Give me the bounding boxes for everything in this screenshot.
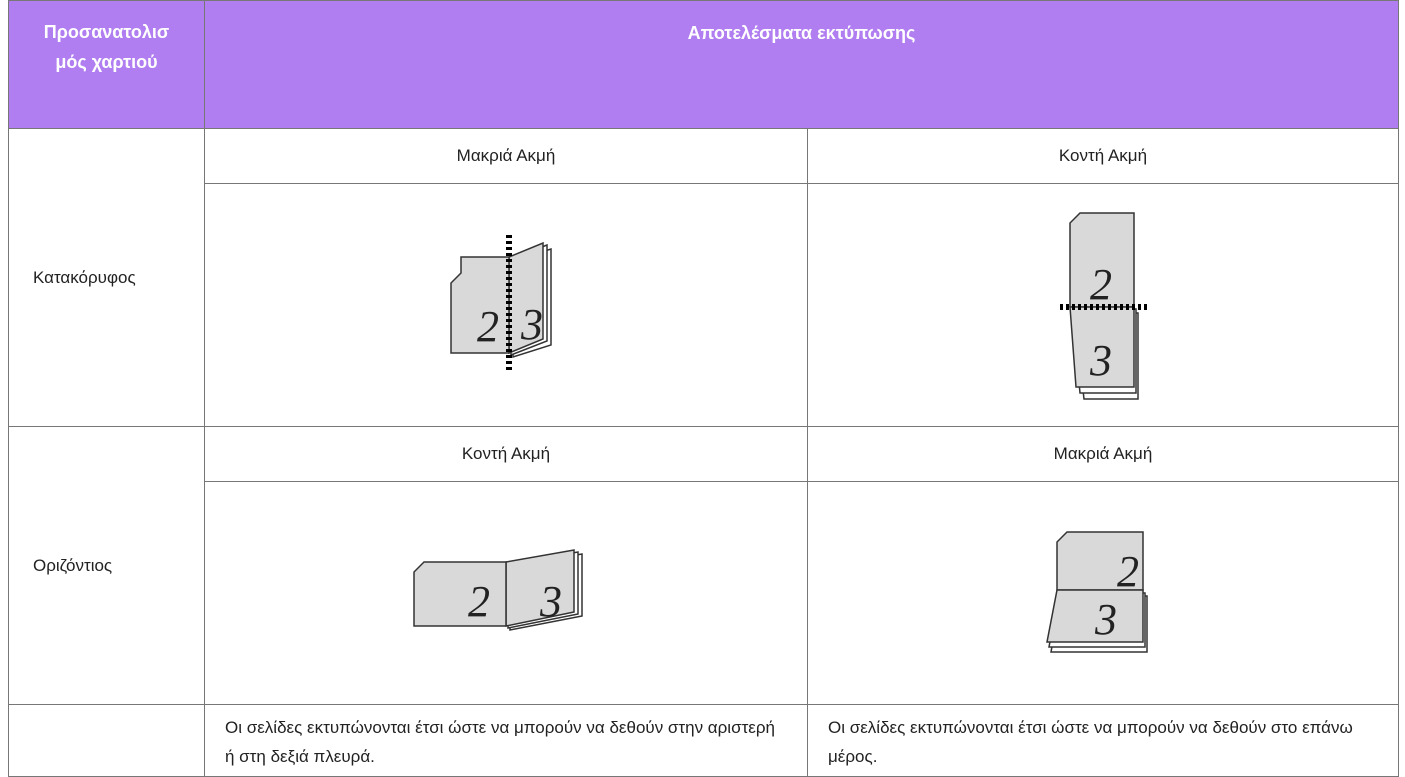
page-number: 2 [477,302,499,351]
illustration: 2 3 [1046,530,1148,653]
binding-table: Προσανατολισμός χαρτιού Αποτελέσματα εκτ… [8,0,1399,777]
illustration-cell: 2 3 [204,183,808,427]
empty-cell [8,704,205,777]
header-cell: Αποτελέσματα εκτύπωσης [204,0,1399,129]
page-number: 3 [1089,336,1112,385]
page-number: 2 [1117,547,1139,596]
illustration: 2 3 [413,548,583,631]
binding-label: Κοντή Ακμή [807,128,1399,184]
page-number: 3 [1094,595,1117,644]
binding-label: Μακριά Ακμή [807,426,1399,482]
page-number: 3 [520,300,543,349]
orientation: Κατακόρυφος [8,128,205,427]
illustration-cell: 2 3 [807,183,1399,427]
orientation: Οριζόντιος [8,426,205,705]
binding-label: Μακριά Ακμή [204,128,808,184]
illustration-cell: 2 3 [807,481,1399,705]
page-number: 2 [1090,260,1112,309]
illustration-cell: 2 3 [204,481,808,705]
note: Οι σελίδες εκτυπώνονται έτσι ώστε να μπο… [807,704,1399,777]
note: Οι σελίδες εκτυπώνονται έτσι ώστε να μπο… [204,704,808,777]
illustration: 2 3 [1060,211,1148,400]
header-cell: Προσανατολισμός χαρτιού [8,0,205,129]
page-number: 3 [539,577,562,626]
illustration: 2 3 [450,234,552,371]
binding-label: Κοντή Ακμή [204,426,808,482]
page-number: 2 [468,577,490,626]
